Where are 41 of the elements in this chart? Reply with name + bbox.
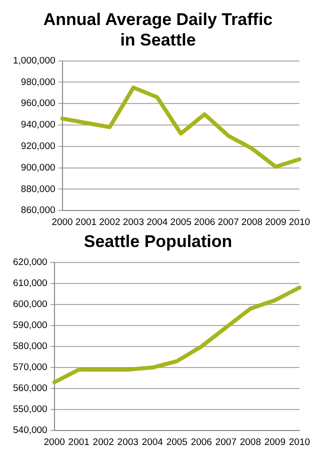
- x-tick-label: 2005: [170, 216, 192, 228]
- x-tick-label: 2004: [146, 216, 168, 228]
- x-tick-label: 2005: [166, 436, 188, 448]
- y-tick-label: 860,000: [20, 205, 56, 216]
- y-tick-label: 880,000: [20, 184, 56, 195]
- y-tick-label: 580,000: [12, 341, 48, 352]
- x-tick-label: 2006: [194, 216, 216, 228]
- y-tick-label: 570,000: [12, 362, 48, 374]
- x-tick-label: 2008: [241, 216, 263, 228]
- x-tick-label: 2003: [117, 436, 138, 448]
- x-tick-label: 2006: [190, 436, 212, 448]
- x-tick-label: 2000: [44, 436, 65, 448]
- x-tick-label: 2004: [142, 436, 163, 448]
- y-tick-label: 960,000: [20, 98, 56, 110]
- y-tick-label: 920,000: [20, 141, 56, 152]
- x-tick-label: 2009: [265, 216, 286, 228]
- x-tick-label: 2007: [215, 436, 236, 448]
- y-tick-label: 620,000: [12, 257, 48, 268]
- x-tick-label: 2007: [218, 216, 239, 228]
- chart-title: Annual Average Daily Traffic in Seattle: [43, 10, 273, 50]
- x-tick-label: 2010: [288, 436, 310, 448]
- y-tick-label: 560,000: [12, 383, 48, 394]
- y-tick-label: 610,000: [12, 278, 48, 290]
- x-tick-label: 2003: [122, 216, 144, 228]
- y-tick-label: 940,000: [20, 120, 56, 131]
- y-tick-label: 980,000: [20, 76, 56, 88]
- x-tick-label: 2008: [240, 436, 261, 448]
- chart-title: Seattle Population: [84, 232, 232, 251]
- x-tick-label: 2010: [288, 216, 310, 228]
- x-tick-label: 2009: [264, 436, 286, 448]
- y-tick-label: 550,000: [12, 404, 48, 416]
- y-tick-label: 590,000: [12, 320, 48, 332]
- x-tick-label: 2001: [75, 216, 97, 228]
- x-tick-label: 2002: [92, 436, 114, 448]
- y-tick-label: 1,000,000: [12, 55, 56, 66]
- x-tick-label: 2000: [52, 216, 73, 228]
- y-tick-label: 600,000: [12, 299, 48, 310]
- x-tick-label: 2002: [99, 216, 120, 228]
- y-tick-label: 900,000: [20, 162, 56, 174]
- y-tick-label: 540,000: [12, 425, 48, 436]
- x-tick-label: 2001: [68, 436, 90, 448]
